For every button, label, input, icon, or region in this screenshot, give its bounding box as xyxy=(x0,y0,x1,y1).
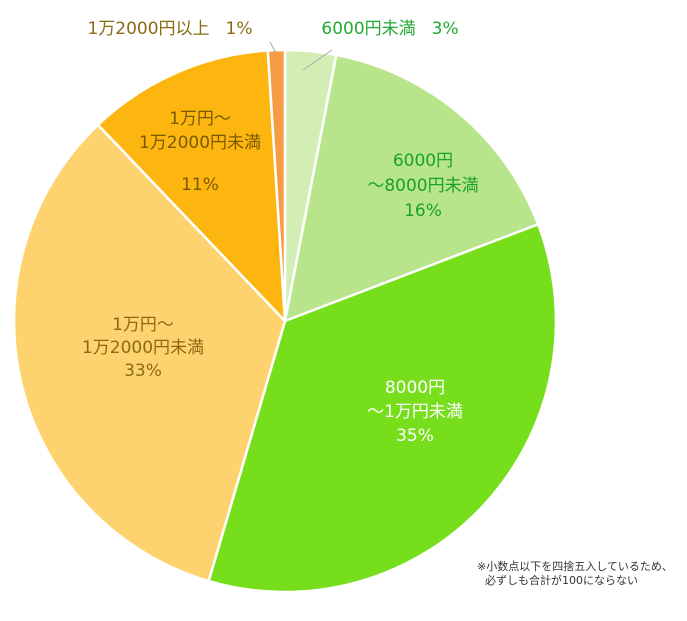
slice-label-6-part-2: 1% xyxy=(226,19,253,39)
slice-label-3-line-3: 35% xyxy=(396,426,434,446)
pie-slice-2 xyxy=(283,53,540,323)
slice-label-4: 1万円～ 1万2000円未満 33% xyxy=(82,315,204,381)
slice-label-2-line-3: 16% xyxy=(404,201,442,221)
leader-line-6 xyxy=(269,41,277,54)
leader-line-1 xyxy=(302,49,333,71)
pie-slice-6 xyxy=(266,48,287,323)
slice-label-6-part-1: 1万2000円以上 xyxy=(87,19,209,39)
slice-label-4-line-1: 1万円～ xyxy=(112,315,174,335)
footnote-line-1: ※小数点以下を四捨五入しているため、 xyxy=(477,560,673,573)
slice-label-3-line-2: ～1万円未満 xyxy=(367,402,463,422)
slice-label-1-part-1: 6000円未満 xyxy=(321,19,415,39)
slice-label-4-line-2: 1万2000円未満 xyxy=(82,338,204,358)
slice-label-5-line-3: 11% xyxy=(181,175,219,195)
pie-slice-4 xyxy=(12,123,287,583)
slice-label-2: 6000円 ～8000円未満 16% xyxy=(367,151,478,221)
slice-label-1: 6000円未満 3% xyxy=(321,19,458,39)
slice-label-3-line-1: 8000円 xyxy=(385,378,445,398)
slice-label-2-line-1: 6000円 xyxy=(393,151,453,171)
slice-label-5: 1万円～ 1万2000円未満 11% xyxy=(139,109,261,195)
slice-labels: 6000円未満 3% 6000円 ～8000円未満 16% 8000円 ～1万円未満 35% 1… xyxy=(82,19,479,446)
slice-label-5-line-1: 1万円～ xyxy=(169,109,231,129)
footnote-line-2: 必ずしも合計が100にならない xyxy=(485,574,638,587)
leader-lines xyxy=(269,41,333,71)
slice-label-2-line-2: ～8000円未満 xyxy=(367,176,478,196)
pie-slice-5 xyxy=(96,49,287,323)
slice-label-6: 1万2000円以上 1% xyxy=(87,19,252,39)
footnote: ※小数点以下を四捨五入しているため、 必ずしも合計が100にならない xyxy=(477,560,683,588)
pie-slices xyxy=(12,48,558,594)
slice-label-3: 8000円 ～1万円未満 35% xyxy=(367,378,463,446)
slice-label-4-line-3: 33% xyxy=(124,361,162,381)
slice-label-1-part-2: 3% xyxy=(432,19,459,39)
slice-label-5-line-2: 1万2000円未満 xyxy=(139,133,261,153)
pie-slice-3 xyxy=(207,223,558,594)
